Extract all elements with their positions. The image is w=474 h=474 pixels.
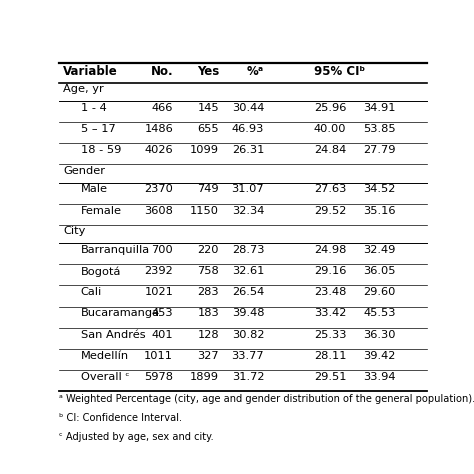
- Text: 3608: 3608: [144, 206, 173, 216]
- Text: 749: 749: [198, 184, 219, 194]
- Text: 327: 327: [198, 351, 219, 361]
- Text: 40.00: 40.00: [314, 124, 346, 134]
- Text: 401: 401: [152, 329, 173, 340]
- Text: 128: 128: [198, 329, 219, 340]
- Text: 53.85: 53.85: [364, 124, 396, 134]
- Text: 29.60: 29.60: [364, 287, 396, 297]
- Text: 24.98: 24.98: [314, 245, 346, 255]
- Text: 18 - 59: 18 - 59: [81, 145, 121, 155]
- Text: 700: 700: [151, 245, 173, 255]
- Text: 34.91: 34.91: [364, 103, 396, 113]
- Text: Age, yr: Age, yr: [63, 84, 104, 94]
- Text: Overall ᶜ: Overall ᶜ: [81, 372, 129, 382]
- Text: 32.34: 32.34: [232, 206, 264, 216]
- Text: 32.49: 32.49: [364, 245, 396, 255]
- Text: Cali: Cali: [81, 287, 102, 297]
- Text: 283: 283: [198, 287, 219, 297]
- Text: 32.61: 32.61: [232, 266, 264, 276]
- Text: ᵃ Weighted Percentage (city, age and gender distribution of the general populati: ᵃ Weighted Percentage (city, age and gen…: [59, 394, 474, 404]
- Text: 1021: 1021: [144, 287, 173, 297]
- Text: 31.07: 31.07: [232, 184, 264, 194]
- Text: 5978: 5978: [144, 372, 173, 382]
- Text: 29.51: 29.51: [314, 372, 346, 382]
- Text: 27.79: 27.79: [364, 145, 396, 155]
- Text: 2392: 2392: [145, 266, 173, 276]
- Text: Yes: Yes: [197, 65, 219, 78]
- Text: 1486: 1486: [145, 124, 173, 134]
- Text: 35.16: 35.16: [364, 206, 396, 216]
- Text: Medellín: Medellín: [81, 351, 128, 361]
- Text: 36.30: 36.30: [364, 329, 396, 340]
- Text: 36.05: 36.05: [364, 266, 396, 276]
- Text: 46.93: 46.93: [232, 124, 264, 134]
- Text: 33.94: 33.94: [364, 372, 396, 382]
- Text: 33.77: 33.77: [232, 351, 264, 361]
- Text: 29.52: 29.52: [314, 206, 346, 216]
- Text: 25.96: 25.96: [314, 103, 346, 113]
- Text: 145: 145: [198, 103, 219, 113]
- Text: Male: Male: [81, 184, 108, 194]
- Text: 1150: 1150: [190, 206, 219, 216]
- Text: 30.82: 30.82: [232, 329, 264, 340]
- Text: 29.16: 29.16: [314, 266, 346, 276]
- Text: 95% CIᵇ: 95% CIᵇ: [314, 65, 365, 78]
- Text: 31.72: 31.72: [232, 372, 264, 382]
- Text: ᵇ CI: Confidence Interval.: ᵇ CI: Confidence Interval.: [59, 413, 182, 423]
- Text: 220: 220: [198, 245, 219, 255]
- Text: Female: Female: [81, 206, 121, 216]
- Text: 45.53: 45.53: [364, 309, 396, 319]
- Text: 1099: 1099: [190, 145, 219, 155]
- Text: 1011: 1011: [144, 351, 173, 361]
- Text: 39.48: 39.48: [232, 309, 264, 319]
- Text: 1899: 1899: [190, 372, 219, 382]
- Text: 34.52: 34.52: [364, 184, 396, 194]
- Text: No.: No.: [151, 65, 173, 78]
- Text: Bogotá: Bogotá: [81, 266, 121, 277]
- Text: 23.48: 23.48: [314, 287, 346, 297]
- Text: Gender: Gender: [63, 166, 105, 176]
- Text: Bucaramanga: Bucaramanga: [81, 309, 160, 319]
- Text: 1 - 4: 1 - 4: [81, 103, 106, 113]
- Text: ᶜ Adjusted by age, sex and city.: ᶜ Adjusted by age, sex and city.: [59, 432, 214, 442]
- Text: 28.11: 28.11: [314, 351, 346, 361]
- Text: 33.42: 33.42: [314, 309, 346, 319]
- Text: %ᵃ: %ᵃ: [247, 65, 264, 78]
- Text: 28.73: 28.73: [232, 245, 264, 255]
- Text: 758: 758: [197, 266, 219, 276]
- Text: 24.84: 24.84: [314, 145, 346, 155]
- Text: Variable: Variable: [63, 65, 118, 78]
- Text: Barranquilla: Barranquilla: [81, 245, 150, 255]
- Text: 453: 453: [152, 309, 173, 319]
- Text: 39.42: 39.42: [364, 351, 396, 361]
- Text: 183: 183: [197, 309, 219, 319]
- Text: 5 – 17: 5 – 17: [81, 124, 115, 134]
- Text: 466: 466: [152, 103, 173, 113]
- Text: 26.54: 26.54: [232, 287, 264, 297]
- Text: 26.31: 26.31: [232, 145, 264, 155]
- Text: 25.33: 25.33: [314, 329, 346, 340]
- Text: San Andrés: San Andrés: [81, 329, 145, 340]
- Text: 4026: 4026: [145, 145, 173, 155]
- Text: 27.63: 27.63: [314, 184, 346, 194]
- Text: 2370: 2370: [144, 184, 173, 194]
- Text: 655: 655: [198, 124, 219, 134]
- Text: 30.44: 30.44: [232, 103, 264, 113]
- Text: City: City: [63, 227, 85, 237]
